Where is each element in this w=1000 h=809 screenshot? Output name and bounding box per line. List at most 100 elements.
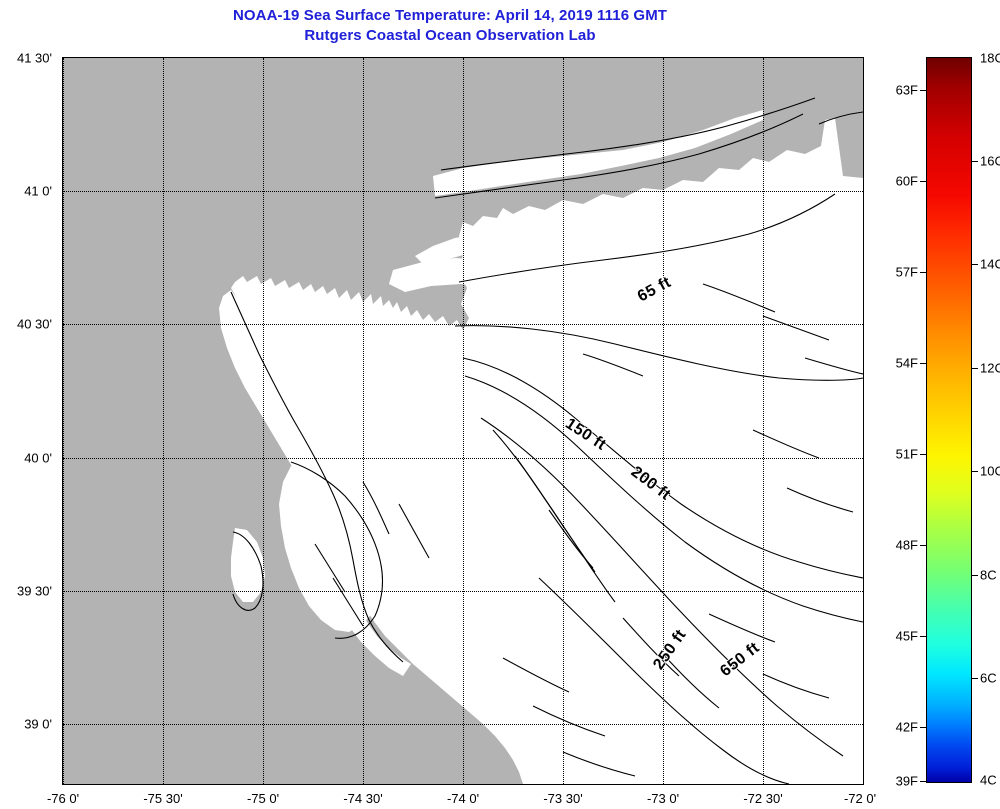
lat-tick-minor — [62, 657, 63, 658]
lon-tick--74 — [463, 784, 464, 785]
lon-axis-label--74-00: -74 0' — [446, 791, 480, 806]
colorbar-label-60f: 60F — [895, 173, 918, 189]
lon-tick-minor — [723, 784, 724, 785]
lat-tick-minor — [62, 257, 63, 258]
colorbar-label-18c: 18C — [980, 50, 1000, 66]
lon-tick-minor — [743, 784, 744, 785]
colorbar-tick-42f — [920, 727, 926, 728]
lat-tick-minor — [62, 564, 63, 565]
lat-tick-minor — [62, 751, 63, 752]
lon-tick-minor — [413, 784, 414, 785]
lat-tick-minor — [62, 378, 63, 379]
lon-tick-top — [263, 57, 264, 58]
colorbar-label-8c: 8C — [980, 567, 997, 583]
lat-tick-minor — [62, 671, 63, 672]
lon-tick--72 — [862, 784, 863, 785]
lat-tick-right — [863, 657, 864, 658]
colorbar-tick-12c — [972, 368, 978, 369]
lon-tick-top — [563, 57, 564, 58]
lat-tick-minor — [62, 431, 63, 432]
lon-tick--73-5 — [563, 784, 564, 785]
colorbar-label-42f: 42F — [895, 719, 918, 735]
lon-tick-minor — [843, 784, 844, 785]
lat-tick-40-00 — [62, 458, 63, 459]
lat-tick-right — [863, 58, 864, 59]
sst-map-plot-area[interactable]: 65 ft 150 ft 200 ft 250 ft 650 ft — [62, 57, 864, 785]
lat-axis-label-41-30: 41 30' — [16, 50, 52, 66]
lat-tick-minor — [62, 484, 63, 485]
colorbar-tick-14c — [972, 264, 978, 265]
lon-tick-minor — [83, 784, 84, 785]
lon-tick-minor — [203, 784, 204, 785]
lat-tick-minor — [62, 767, 63, 768]
colorbar-label-51f: 51F — [895, 446, 918, 462]
colorbar-tick-57f — [920, 272, 926, 273]
lat-tick-right — [863, 124, 864, 125]
lon-tick-minor — [683, 784, 684, 785]
colorbar-label-16c: 16C — [980, 153, 1000, 169]
lon-tick-minor — [813, 784, 814, 785]
lon-tick-top — [363, 57, 364, 58]
lon-tick-minor — [123, 784, 124, 785]
lon-tick-minor — [143, 784, 144, 785]
lon-tick-minor — [213, 784, 214, 785]
lat-axis-label-39-00: 39 0' — [24, 716, 52, 732]
lon-tick-top — [163, 57, 164, 58]
lat-tick-minor — [62, 404, 63, 405]
lon-tick-minor — [323, 784, 324, 785]
colorbar-tick-45f — [920, 636, 926, 637]
lat-tick-minor — [62, 351, 63, 352]
lon-tick-minor — [303, 784, 304, 785]
lon-axis-label--73-00: -73 0' — [646, 791, 680, 806]
lon-tick--72-5 — [763, 784, 764, 785]
lon-tick-minor — [483, 784, 484, 785]
colorbar-tick-10c — [972, 471, 978, 472]
colorbar-tick-6c — [972, 678, 978, 679]
lon-axis-label--73-30: -73 30' — [543, 791, 583, 806]
lon-tick-minor — [403, 784, 404, 785]
colorbar-label-54f: 54F — [895, 355, 918, 371]
lon-tick-top — [763, 57, 764, 58]
lat-tick-right — [863, 591, 864, 592]
lat-tick-minor — [62, 391, 63, 392]
lat-tick-minor — [62, 164, 63, 165]
lat-tick-minor — [62, 511, 63, 512]
lon-tick-minor — [713, 784, 714, 785]
lon-tick-minor — [283, 784, 284, 785]
colorbar-label-45f: 45F — [895, 628, 918, 644]
lat-tick-minor — [62, 84, 63, 85]
lon-tick-minor — [313, 784, 314, 785]
colorbar-label-12c: 12C — [980, 360, 1000, 376]
lon-tick-minor — [443, 784, 444, 785]
lat-axis-label-40-00: 40 0' — [24, 450, 52, 466]
lon-tick--73 — [663, 784, 664, 785]
lat-tick-minor — [62, 298, 63, 299]
lon-axis-label--75-00: -75 0' — [246, 791, 280, 806]
colorbar-tick-39f — [920, 781, 926, 782]
lat-tick-right — [863, 191, 864, 192]
colorbar-gradient — [926, 57, 972, 783]
lon-axis-label--76-00: -76 0' — [46, 791, 80, 806]
lat-tick-minor — [62, 777, 63, 778]
lon-tick-minor — [643, 784, 644, 785]
lat-tick-minor — [62, 618, 63, 619]
lat-tick-right — [863, 391, 864, 392]
lon-axis-label--75-30: -75 30' — [143, 791, 183, 806]
lon-tick-minor — [223, 784, 224, 785]
lon-axis-label--72-30: -72 30' — [743, 791, 783, 806]
lat-tick-41-30 — [62, 58, 63, 59]
lon-tick--76 — [63, 784, 64, 785]
colorbar-label-57f: 57F — [895, 264, 918, 280]
colorbar-label-4c: 4C — [980, 772, 997, 788]
lat-tick-minor — [62, 138, 63, 139]
colorbar-label-63f: 63F — [895, 82, 918, 98]
title-line-primary: NOAA-19 Sea Surface Temperature: April 1… — [232, 7, 668, 24]
temperature-colorbar[interactable]: 63F 60F 57F 54F 51F 48F 45F 42F 39F 18C … — [896, 51, 1000, 789]
lon-tick-minor — [583, 784, 584, 785]
colorbar-label-10c: 10C — [980, 463, 1000, 479]
lon-tick-top — [613, 57, 614, 58]
lat-tick-40-30 — [62, 324, 63, 325]
lat-tick-minor — [62, 244, 63, 245]
colorbar-tick-8c — [972, 575, 978, 576]
lon-tick-minor — [183, 784, 184, 785]
